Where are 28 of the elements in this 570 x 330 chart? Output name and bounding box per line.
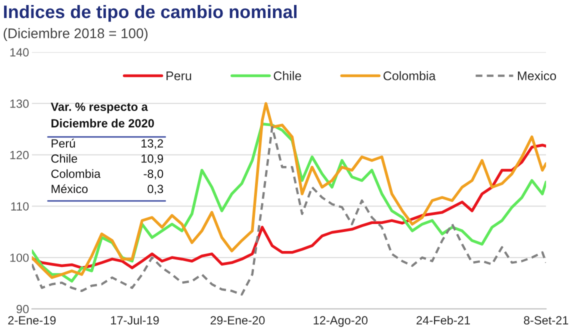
legend-label: Peru [166,72,192,80]
y-tick-label: 130 [10,100,29,108]
annotation: 13,2 [142,139,163,149]
annotation: Var. % respecto a [50,102,148,114]
legend-label: Mexico [518,71,556,80]
legend-label: Colombia [384,71,436,80]
y-tick-label: 140 [10,48,29,57]
annotation: Chile [51,154,78,163]
x-tick-label: 24-Feb-21 [416,316,470,324]
annotation: Perú [52,138,75,148]
y-tick-label: 120 [10,150,29,160]
annotation: 10,9 [142,154,164,164]
annotation: -8,0 [144,170,164,180]
x-tick-label: 2-Ene-19 [8,316,56,324]
chart-subtitle: (Diciembre 2018 = 100) [4,28,148,41]
annotation: Diciembre de 2020 [52,118,154,128]
x-tick-label: 29-Ene-20 [210,316,265,324]
annotation: 0,3 [148,184,164,195]
y-tick-label: 100 [10,254,29,262]
legend-label: Chile [274,71,302,80]
x-tick-label: 12-Ago-20 [314,316,368,327]
x-tick-label: 17-Jul-19 [111,316,159,324]
annotation: Colombia [51,169,101,178]
annotation: México [52,184,88,194]
chart-title: Indices de tipo de cambio nominal [4,4,297,22]
x-tick-label: 8-Set-21 [524,316,568,324]
y-tick-label: 110 [11,202,29,211]
y-tick-label: 90 [16,304,29,314]
